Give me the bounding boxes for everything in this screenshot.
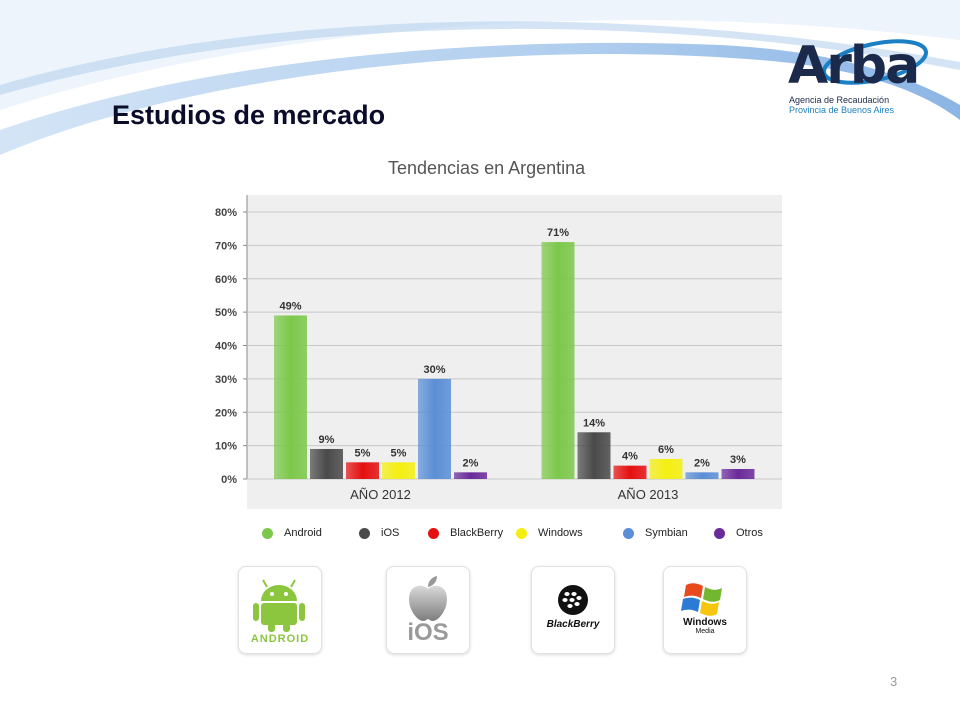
legend-swatch (428, 527, 439, 539)
data-label: 49% (279, 300, 301, 312)
legend-item-ios: iOS (359, 522, 399, 544)
data-label: 30% (423, 364, 445, 376)
legend-label: Windows (538, 527, 583, 539)
legend-swatch (714, 527, 725, 539)
legend-swatch (262, 527, 273, 539)
android-robot-icon (253, 579, 305, 632)
x-category-label: AÑO 2012 (350, 487, 411, 502)
legend-label: Symbian (645, 527, 688, 539)
chart-legend: Android iOS BlackBerry Windows Symbian Otros (262, 522, 802, 544)
blackberry-logo-card: BlackBerry (531, 566, 615, 654)
legend-label: BlackBerry (450, 527, 504, 539)
y-tick-label: 10% (215, 441, 237, 453)
android-wordmark: ANDROID (250, 633, 310, 645)
bar-blackberry-1 (613, 465, 647, 479)
legend-item-blackberry: BlackBerry (428, 522, 503, 544)
blackberry-icon (558, 585, 588, 615)
data-label: 2% (463, 457, 479, 469)
bar-windows-0 (382, 462, 415, 479)
legend-item-windows: Windows (516, 522, 583, 544)
bar-symbian-0 (418, 378, 451, 479)
bar-windows-1 (649, 458, 683, 479)
header-swoosh (0, 0, 960, 156)
y-tick-label: 20% (215, 407, 237, 419)
windows-wordmark: Windows (683, 617, 727, 628)
page-number: 3 (890, 674, 898, 689)
data-label: 4% (622, 451, 638, 463)
logo-ring (821, 39, 929, 85)
bar-android-0 (274, 315, 307, 479)
legend-item-symbian: Symbian (623, 522, 688, 544)
data-label: 71% (547, 227, 569, 239)
blackberry-wordmark: BlackBerry (546, 619, 600, 630)
page-title: Estudios de mercado (112, 100, 386, 130)
legend-item-android: Android (262, 522, 322, 544)
legend-swatch (623, 527, 634, 539)
bar-otros-1 (721, 468, 755, 479)
legend-swatch (359, 527, 370, 539)
chart-labels: 0% 10% 20% 30% 40% 50% 60% 70% 80% 49% 9% 5% 5% 30% 2%… (215, 207, 746, 502)
logo-line-2: Provincia de Buenos Aires (789, 105, 895, 115)
y-tick-label: 50% (215, 307, 237, 319)
bar-blackberry-0 (346, 462, 379, 479)
legend-label: iOS (381, 527, 400, 539)
windows-flag-icon (681, 583, 722, 616)
windows-media-logo-card: Windows Media (663, 566, 747, 654)
data-label: 3% (730, 454, 746, 466)
arba-logo: Arba Agencia de Recaudación Provincia de… (780, 28, 930, 118)
windows-media-wordmark: Media (695, 628, 715, 635)
y-tick-label: 0% (221, 474, 237, 486)
y-tick-label: 70% (215, 240, 237, 252)
data-label: 6% (658, 444, 674, 456)
y-tick-label: 60% (215, 274, 237, 286)
y-tick-label: 30% (215, 374, 237, 386)
data-label: 5% (355, 447, 371, 459)
bar-otros-0 (454, 472, 487, 479)
logo-line-1: Agencia de Recaudación (789, 95, 890, 105)
legend-swatch (516, 527, 527, 539)
ios-wordmark: iOS (407, 619, 449, 646)
legend-label: Otros (736, 527, 763, 539)
logo-word: Arba (788, 36, 920, 96)
data-label: 5% (391, 447, 407, 459)
legend-item-otros: Otros (714, 522, 763, 544)
android-logo-card: ANDROID (238, 566, 322, 654)
x-category-label: AÑO 2013 (618, 487, 679, 502)
ios-logo-card: iOS (386, 566, 470, 654)
data-label: 14% (583, 417, 605, 429)
chart-title: Tendencias en Argentina (388, 158, 586, 178)
data-label: 2% (694, 457, 710, 469)
y-tick-label: 40% (215, 341, 237, 353)
legend-label: Android (284, 527, 322, 539)
y-tick-label: 80% (215, 207, 237, 219)
bar-symbian-1 (685, 472, 719, 479)
apple-icon (409, 576, 447, 621)
bar-android-1 (541, 242, 575, 479)
data-label: 9% (319, 434, 335, 446)
chart-bars (274, 242, 755, 479)
bar-chart: 0% 10% 20% 30% 40% 50% 60% 70% 80% 49% 9% 5% 5% 30% 2%… (215, 195, 782, 509)
bar-ios-1 (577, 432, 611, 479)
bar-ios-0 (310, 448, 343, 479)
